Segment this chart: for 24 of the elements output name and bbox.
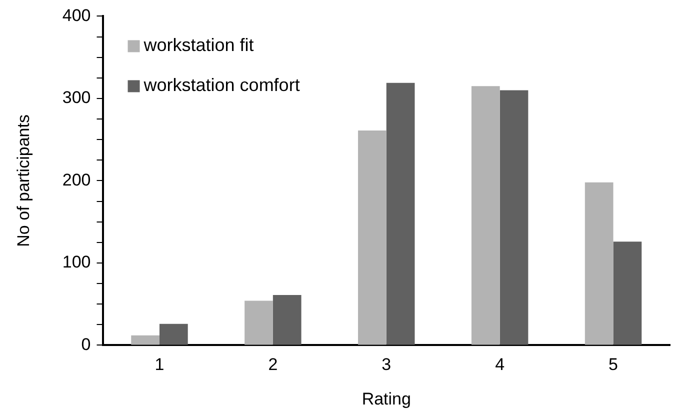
bar — [358, 130, 386, 345]
y-tick-label: 100 — [62, 252, 91, 272]
x-tick-label: 2 — [268, 355, 278, 374]
bar — [386, 82, 415, 345]
legend-label: workstation comfort — [142, 75, 300, 96]
bar — [584, 182, 614, 345]
bar — [131, 335, 160, 345]
bar — [244, 300, 273, 345]
legend-label: workstation fit — [142, 35, 254, 56]
bar — [613, 242, 642, 345]
bar — [272, 295, 302, 345]
bar — [500, 90, 528, 345]
x-tick-label: 5 — [608, 355, 618, 374]
y-tick-label: 400 — [62, 6, 91, 25]
y-tick-label: 200 — [62, 170, 91, 190]
y-tick-label: 0 — [81, 334, 91, 354]
x-axis-title: Rating — [362, 389, 411, 408]
y-tick-label: 300 — [62, 88, 91, 108]
x-tick-label: 1 — [154, 355, 164, 374]
x-tick-label: 4 — [495, 355, 505, 374]
bar — [159, 324, 188, 345]
x-tick-label: 3 — [382, 355, 392, 374]
bar — [471, 86, 500, 345]
y-axis-title: No of participants — [14, 114, 33, 247]
